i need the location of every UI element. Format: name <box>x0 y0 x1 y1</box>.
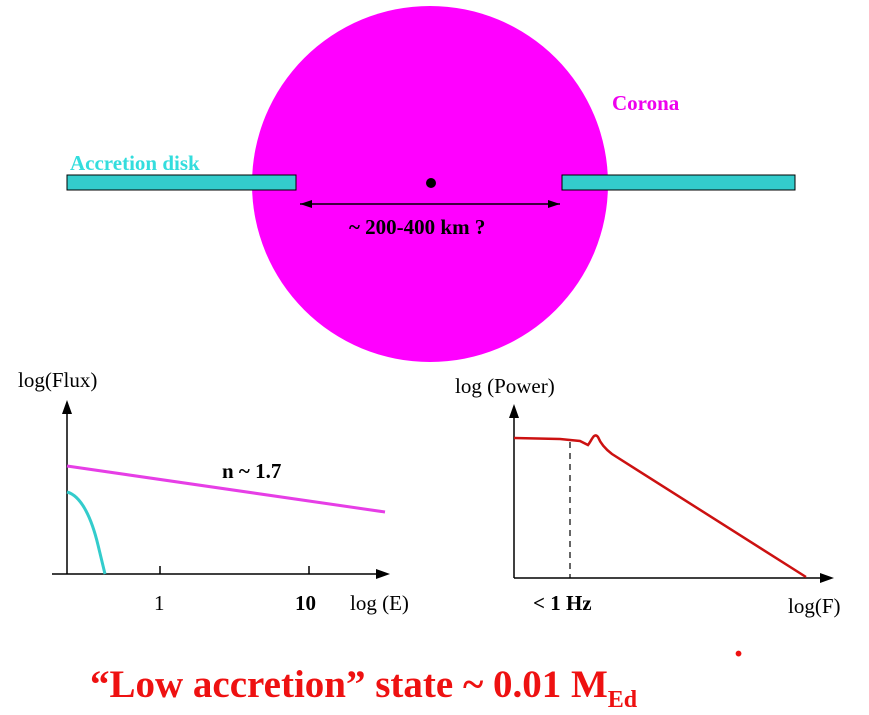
power-x-label: log(F) <box>788 594 841 618</box>
central-object <box>426 178 436 188</box>
power-spectrum-curve <box>513 434 807 579</box>
disk-thermal-curve <box>66 490 107 575</box>
accretion-disk-right <box>561 174 796 191</box>
power-plot: log (Power) < 1 Hz log(F) <box>455 374 841 618</box>
caption-text: “Low accretion” state ~ 0.01 MEd <box>90 663 638 713</box>
spectrum-plot: log(Flux) 1 10 log (E) n ~ 1.7 <box>18 368 409 615</box>
power-y-axis-arrow <box>509 404 519 418</box>
spectrum-tick-label-1: 1 <box>154 591 165 615</box>
caption-mdot-dot: ˙ <box>732 644 745 687</box>
spectrum-y-axis-arrow <box>62 400 72 414</box>
distance-arrow-head-right <box>548 200 560 208</box>
caption: “Low accretion” state ~ 0.01 MEd ˙ <box>90 644 745 713</box>
slope-label: n ~ 1.7 <box>222 459 281 483</box>
powerlaw-line <box>66 464 386 514</box>
spectrum-tick-label-10: 10 <box>295 591 316 615</box>
distance-label: ~ 200-400 km ? <box>349 215 485 239</box>
caption-mdot: M <box>571 663 608 706</box>
distance-arrow-head-left <box>300 200 312 208</box>
accretion-disk-left <box>66 174 297 191</box>
spectrum-y-label: log(Flux) <box>18 368 97 392</box>
spectrum-x-label: log (E) <box>350 591 409 615</box>
power-x-axis-arrow <box>820 573 834 583</box>
caption-main: “Low accretion” state ~ 0.01 <box>90 663 571 706</box>
corona-label: Corona <box>612 91 680 115</box>
break-frequency-label: < 1 Hz <box>533 591 592 615</box>
accretion-disk-label: Accretion disk <box>70 151 200 175</box>
power-y-label: log (Power) <box>455 374 555 398</box>
spectrum-x-axis-arrow <box>376 569 390 579</box>
caption-subscript: Ed <box>608 687 638 713</box>
